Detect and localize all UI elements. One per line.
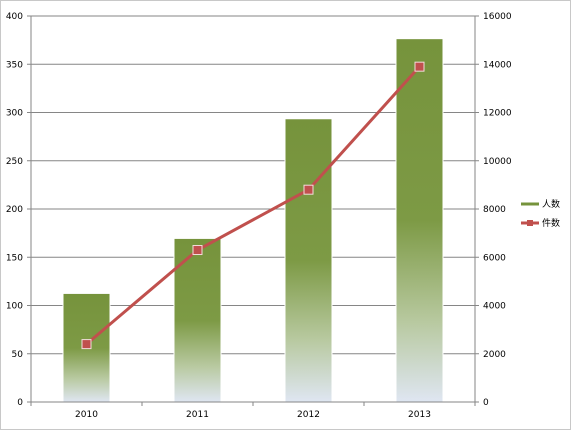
y-left-tick-label: 200 <box>6 205 23 215</box>
y-left-tick-label: 150 <box>6 253 23 263</box>
legend-label: 人数 <box>542 198 560 210</box>
y-right-tick-label: 12000 <box>483 109 512 119</box>
y-right-tick-label: 10000 <box>483 157 512 167</box>
bar-series <box>62 39 444 402</box>
series-line <box>85 65 421 346</box>
bar <box>174 238 221 402</box>
y-left-tick-label: 0 <box>17 398 23 408</box>
y-left-tick-label: 250 <box>6 157 23 167</box>
y-right-tick-label: 16000 <box>483 12 512 22</box>
y-right-tick-label: 0 <box>483 398 489 408</box>
tick-labels: 0501001502002503003504000200040006000800… <box>6 12 512 420</box>
line-point <box>81 339 92 350</box>
bar <box>396 39 443 402</box>
y-right-tick-label: 4000 <box>483 302 506 312</box>
legend-marker <box>527 220 533 226</box>
line-point <box>192 245 203 256</box>
line-point <box>414 61 425 72</box>
x-tick-label: 2012 <box>297 410 320 420</box>
y-left-tick-label: 100 <box>6 302 23 312</box>
x-tick-label: 2013 <box>408 410 431 420</box>
y-right-tick-label: 6000 <box>483 253 506 263</box>
line-point <box>303 184 314 195</box>
y-right-tick-label: 14000 <box>483 60 512 70</box>
y-right-tick-label: 8000 <box>483 205 506 215</box>
legend-label: 件数 <box>542 217 560 229</box>
y-left-tick-label: 350 <box>6 60 23 70</box>
x-tick-label: 2011 <box>186 410 209 420</box>
line-series <box>81 61 425 350</box>
y-left-tick-label: 50 <box>12 350 24 360</box>
y-left-tick-label: 300 <box>6 109 23 119</box>
y-right-tick-label: 2000 <box>483 350 506 360</box>
y-left-tick-label: 400 <box>6 12 23 22</box>
bar <box>285 119 332 402</box>
axes <box>27 15 479 406</box>
x-tick-label: 2010 <box>75 410 98 420</box>
